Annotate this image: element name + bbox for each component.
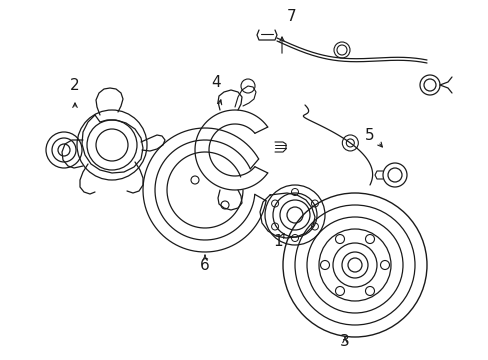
Text: 2: 2 (70, 77, 80, 93)
Text: 6: 6 (200, 257, 209, 273)
Text: 7: 7 (286, 9, 296, 23)
Text: 4: 4 (211, 75, 221, 90)
Text: 5: 5 (365, 127, 374, 143)
Text: 1: 1 (273, 234, 282, 249)
Text: 3: 3 (340, 334, 349, 350)
